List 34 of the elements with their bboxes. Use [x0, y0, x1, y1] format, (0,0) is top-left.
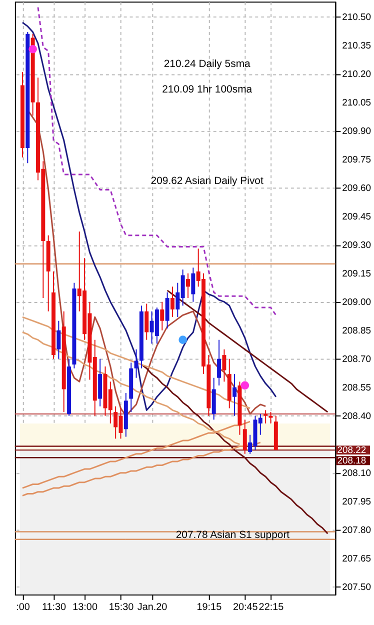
y-tick-label: 207.80: [342, 524, 372, 536]
x-tick-label: 22:15: [258, 602, 284, 613]
annotation: 207.78 Asian S1 support: [176, 530, 290, 542]
x-tick-label: 13:00: [72, 602, 98, 613]
y-tick-label: 210.50: [342, 12, 372, 23]
x-tick-label: Jan.20: [137, 602, 168, 613]
y-tick-label: 208.70: [342, 354, 372, 365]
y-tick-label: 207.95: [342, 496, 372, 508]
y-tick-label: 207.65: [342, 553, 372, 564]
annotation: 209.62 Asian Daily Pivot: [150, 176, 264, 188]
x-tick-label: 19:15: [196, 602, 222, 613]
x-tick-label: 11:30: [42, 602, 67, 613]
y-tick-label: 209.15: [342, 268, 372, 280]
x-tick-label: 20:45: [232, 602, 258, 613]
y-tick-label: 210.35: [342, 40, 372, 52]
ref-line-label: 208.22: [337, 445, 366, 456]
y-tick-label: 210.20: [342, 68, 372, 80]
y-tick-label: 209.45: [342, 211, 372, 222]
y-tick-label: 208.10: [342, 468, 372, 479]
annotation: 210.09 1hr 100sma: [162, 84, 252, 96]
y-tick-label: 208.40: [342, 410, 372, 422]
y-tick-label: 208.55: [342, 382, 372, 394]
y-tick-label: 209.60: [342, 182, 372, 194]
y-tick-label: 209.90: [342, 126, 372, 137]
y-tick-label: 207.50: [342, 582, 372, 593]
y-tick-label: 208.85: [342, 325, 372, 336]
x-tick-label: 15:30: [108, 602, 134, 613]
y-tick-label: 209.75: [342, 154, 372, 166]
y-tick-label: 210.05: [342, 97, 372, 108]
x-tick-label: :00: [16, 602, 30, 613]
ref-line-label: 208.18: [337, 456, 366, 467]
y-tick-label: 209.30: [342, 240, 372, 251]
y-tick-label: 209.00: [342, 296, 372, 308]
annotation: 210.24 Daily 5sma: [164, 58, 251, 70]
